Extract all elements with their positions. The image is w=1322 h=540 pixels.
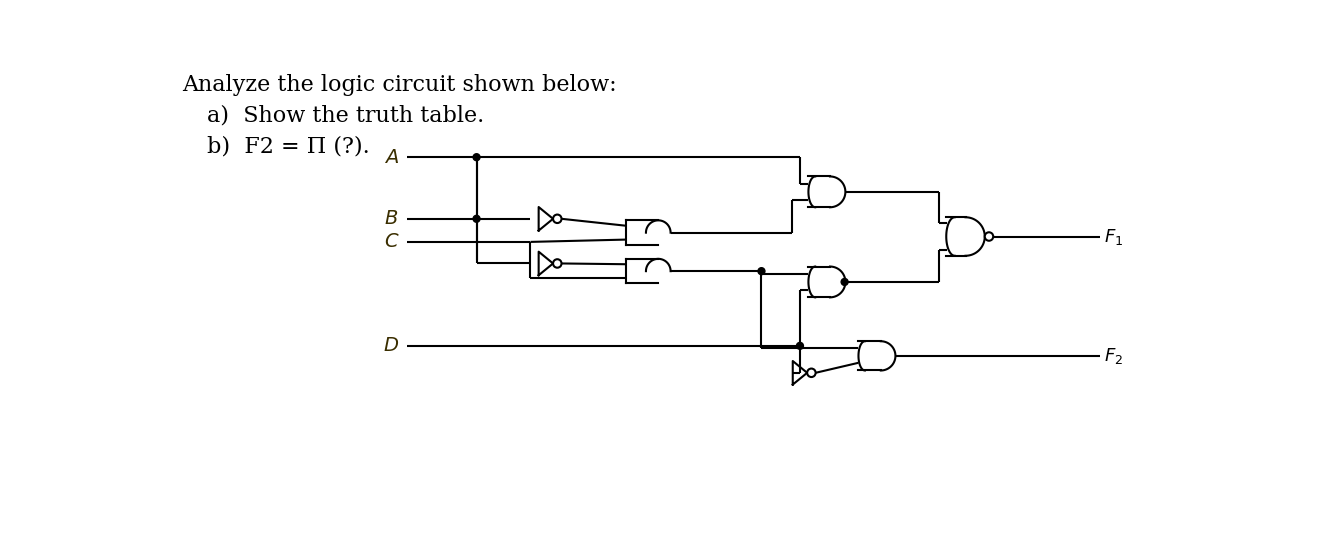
Text: b)  F2 = Π (?).: b) F2 = Π (?). (208, 136, 370, 158)
Circle shape (473, 215, 480, 222)
Circle shape (553, 214, 562, 223)
Text: A: A (385, 148, 398, 167)
Text: B: B (385, 210, 398, 228)
Text: $F_1$: $F_1$ (1104, 226, 1124, 246)
Circle shape (553, 259, 562, 268)
Text: a)  Show the truth table.: a) Show the truth table. (208, 105, 484, 127)
Circle shape (473, 154, 480, 161)
Text: $F_2$: $F_2$ (1104, 346, 1124, 366)
Circle shape (841, 279, 849, 286)
Circle shape (796, 342, 804, 349)
Text: C: C (385, 232, 398, 252)
Circle shape (808, 369, 816, 377)
Circle shape (758, 268, 765, 275)
Text: Analyze the logic circuit shown below:: Analyze the logic circuit shown below: (182, 74, 617, 96)
Circle shape (985, 232, 993, 241)
Text: D: D (383, 336, 398, 355)
